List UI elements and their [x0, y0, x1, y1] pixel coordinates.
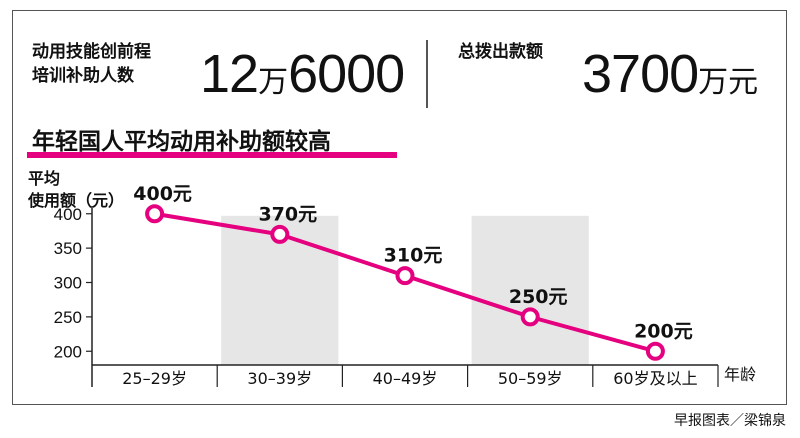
data-point	[395, 266, 415, 286]
y-tick-label: 200	[54, 342, 82, 361]
data-label: 250元	[509, 286, 568, 308]
stat-label-line: 动用技能创前程	[32, 42, 151, 62]
data-point	[145, 204, 165, 224]
title-underline	[27, 152, 397, 158]
stat-label-line: 总拨出款额	[458, 42, 543, 62]
data-label: 200元	[634, 320, 693, 342]
stat-value-trainees: 12万6000	[200, 44, 405, 113]
data-label: 400元	[133, 183, 192, 205]
x-tick-label: 25–29岁	[122, 369, 187, 388]
data-label: 370元	[258, 203, 317, 225]
stat-value-number: 12	[200, 44, 259, 104]
y-tick-label: 300	[54, 274, 82, 293]
x-axis-label: 年龄	[724, 365, 756, 384]
stat-value-number: 3700	[582, 44, 699, 104]
shaded-band	[471, 215, 589, 365]
stat-value-number: 6000	[288, 44, 405, 104]
y-tick-label: 350	[54, 239, 82, 258]
data-label: 310元	[384, 245, 443, 267]
stat-value-unit: 万元	[698, 65, 759, 100]
stat-label-line: 培训补助人数	[32, 66, 134, 86]
chart-frame	[12, 10, 787, 405]
data-point	[270, 224, 290, 244]
stat-value-unit: 万	[258, 65, 289, 100]
x-tick-label: 40–49岁	[373, 369, 438, 388]
stat-value-total-amount: 3700万元	[582, 44, 758, 113]
y-tick-label: 250	[54, 308, 82, 327]
y-axis-label-line: 使用额（元）	[28, 191, 125, 210]
stat-label-trainees: 动用技能创前程 培训补助人数	[32, 40, 151, 88]
y-axis-label-line: 平均	[28, 169, 61, 188]
chart-title: 年轻国人平均动用补助额较高	[32, 129, 331, 155]
x-tick-label: 30–39岁	[247, 369, 312, 388]
x-tick-label: 50–59岁	[498, 369, 563, 388]
data-point	[645, 341, 665, 361]
x-tick-label: 60岁及以上	[613, 369, 697, 388]
stats-divider	[426, 40, 428, 108]
y-axis-label: 平均 使用额（元）	[28, 168, 124, 212]
source-credit: 早报图表／梁锦泉	[674, 413, 786, 429]
stat-label-total-amount: 总拨出款额	[458, 40, 543, 64]
data-point	[520, 307, 540, 327]
y-tick-label: 400	[54, 205, 82, 224]
